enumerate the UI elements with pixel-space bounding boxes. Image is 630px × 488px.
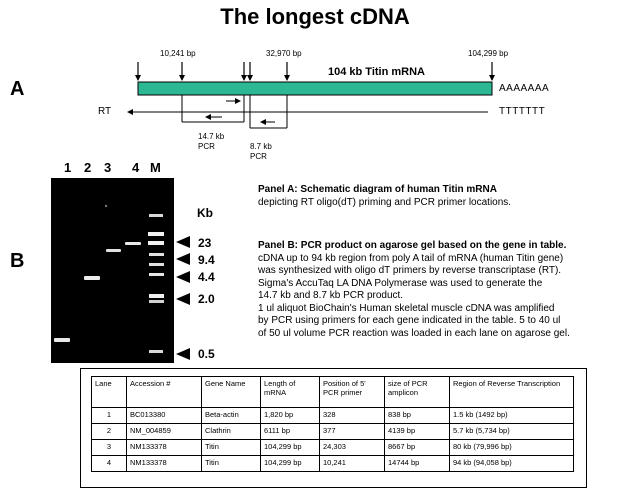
- ladder-label: 0.5: [198, 347, 215, 361]
- position-label: 104,299 bp: [468, 49, 509, 58]
- panel-b-caption-line: Sigma's AccuTaq LA DNA Polymerase was us…: [258, 277, 543, 289]
- gel-image: [54, 204, 164, 353]
- lane-label: 3: [104, 160, 112, 175]
- table-cell: NM133378: [126, 455, 202, 472]
- table-cell: 6111 bp: [260, 423, 320, 440]
- table-cell: 4139 bp: [384, 423, 450, 440]
- table-cell: BC013380: [126, 407, 202, 424]
- table-cell: 1.5 kb (1492 bp): [449, 407, 574, 424]
- table-cell: 838 bp: [384, 407, 450, 424]
- lane-label: 2: [84, 160, 92, 175]
- pcr-product-label: 14.7 kb PCR: [198, 132, 225, 151]
- ladder-label: 9.4: [198, 253, 215, 267]
- table-cell: 10,241: [319, 455, 385, 472]
- panel-a-caption-title: Panel A: Schematic diagram of human Titi…: [258, 184, 497, 195]
- agarose-gel: [51, 178, 174, 363]
- panel-b-caption-line: of 50 ul volume PCR reaction was loaded …: [258, 327, 570, 339]
- table-cell: Titin: [201, 455, 261, 472]
- ladder-label: 2.0: [198, 292, 215, 306]
- poly-a-tail: AAAAAAA: [499, 83, 550, 94]
- pcr-product-label: 8.7 kb PCR: [250, 142, 272, 161]
- table-cell: Beta-actin: [201, 407, 261, 424]
- table-header: Lane: [91, 376, 127, 408]
- table-cell: 14744 bp: [384, 455, 450, 472]
- table-cell: 328: [319, 407, 385, 424]
- panel-b-description: Panel B: PCR product on agarose gel base…: [258, 240, 630, 340]
- panel-b-letter: B: [10, 250, 25, 272]
- table-row: 4 NM133378 Titin 104,299 bp 10,241 14744…: [91, 455, 574, 472]
- table-header: Region of Reverse Transcription: [449, 376, 574, 408]
- position-label: 32,970 bp: [266, 49, 302, 58]
- table-row: 1 BC013380 Beta-actin 1,820 bp 328 838 b…: [91, 407, 574, 424]
- table-header-row: Lane Accession # Gene Name Length of mRN…: [91, 376, 574, 408]
- table-cell: 8667 bp: [384, 439, 450, 456]
- table-header: Position of 5' PCR primer: [319, 376, 385, 408]
- ladder-label: 4.4: [198, 270, 215, 284]
- lane-label: 4: [132, 160, 140, 175]
- table-row: 2 NM_004859 Clathrin 6111 bp 377 4139 bp…: [91, 423, 574, 440]
- rt-label: RT: [98, 106, 112, 117]
- kb-unit-label: Kb: [197, 206, 213, 220]
- panel-b-caption-line: 1 ul aliquot BioChain's Human skeletal m…: [258, 302, 555, 314]
- table-cell: NM_004859: [126, 423, 202, 440]
- table-cell: Titin: [201, 439, 261, 456]
- mrna-label: 104 kb Titin mRNA: [328, 66, 425, 78]
- gene-table: Lane Accession # Gene Name Length of mRN…: [91, 376, 574, 472]
- panel-a-letter: A: [10, 78, 25, 100]
- poly-t-primer: TTTTTTT: [499, 106, 546, 117]
- table-cell: 377: [319, 423, 385, 440]
- table-row: 3 NM133378 Titin 104,299 bp 24,303 8667 …: [91, 439, 574, 456]
- table-cell: 104,299 bp: [260, 439, 320, 456]
- table-header: size of PCR amplicon: [384, 376, 450, 408]
- mrna-schematic: [127, 62, 495, 129]
- ladder-arrows: [176, 236, 190, 360]
- lane-label: M: [150, 160, 161, 175]
- table-cell: 94 kb (94,058 bp): [449, 455, 574, 472]
- page-title: The longest cDNA: [220, 4, 410, 29]
- ladder-label: 23: [198, 236, 212, 250]
- table-cell: 1,820 bp: [260, 407, 320, 424]
- table-header: Gene Name: [201, 376, 261, 408]
- table-cell: 104,299 bp: [260, 455, 320, 472]
- table-cell: 3: [91, 439, 127, 456]
- table-cell: 24,303: [319, 439, 385, 456]
- table-cell: 4: [91, 455, 127, 472]
- position-label: 10,241 bp: [160, 49, 196, 58]
- lane-label: 1: [64, 160, 72, 175]
- panel-b-caption-line: 14.7 kb and 8.7 kb PCR product.: [258, 290, 404, 301]
- mrna-bar: [137, 81, 493, 96]
- panel-a-description: Panel A: Schematic diagram of human Titi…: [258, 184, 511, 209]
- table-cell: 80 kb (79,996 bp): [449, 439, 574, 456]
- table-cell: Clathrin: [201, 423, 261, 440]
- table-header: Accession #: [126, 376, 202, 408]
- panel-b-caption-line: cDNA up to 94 kb region from poly A tail…: [258, 252, 564, 264]
- panel-b-caption-line: by PCR using primers for each gene indic…: [258, 315, 561, 326]
- panel-b-caption-title: Panel B: PCR product on agarose gel base…: [258, 240, 567, 251]
- panel-a-caption-line: depicting RT oligo(dT) priming and PCR p…: [258, 196, 512, 208]
- table-cell: 5.7 kb (5,734 bp): [449, 423, 574, 440]
- table-cell: NM133378: [126, 439, 202, 456]
- table-header: Length of mRNA: [260, 376, 320, 408]
- table-cell: 2: [91, 423, 127, 440]
- panel-b-caption-line: was synthesized with oligo dT primers by…: [258, 265, 562, 276]
- table-cell: 1: [91, 407, 127, 424]
